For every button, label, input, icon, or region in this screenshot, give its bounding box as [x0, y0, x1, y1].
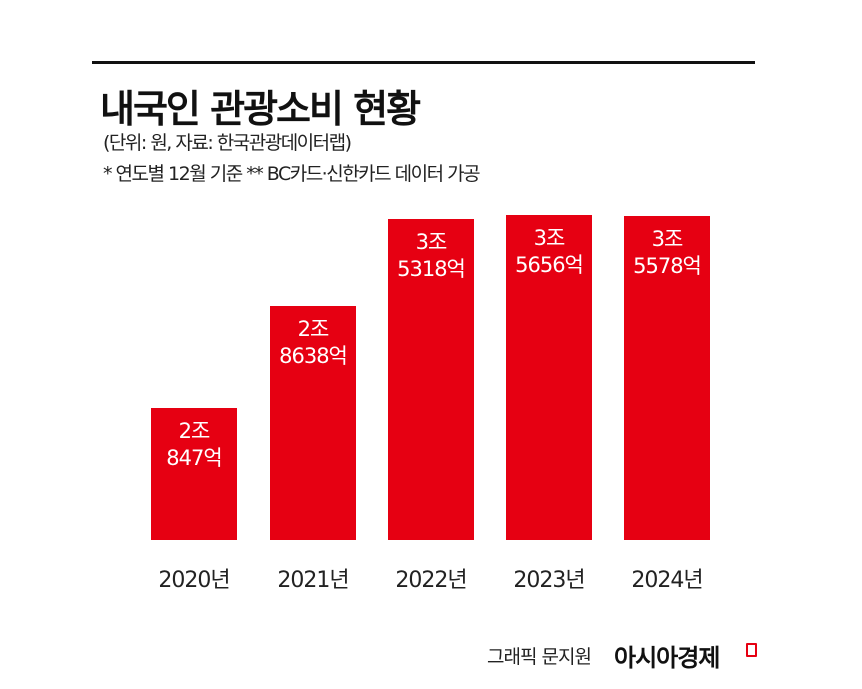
- data-label-jo: 3조: [533, 226, 566, 250]
- bar-2022년: 3조 5318억: [388, 219, 474, 540]
- x-tick-label: 2023년: [513, 568, 585, 593]
- bar-2024년: 3조 5578억: [624, 216, 710, 540]
- x-tick-label: 2020년: [158, 568, 230, 593]
- data-label: 3조 5656억: [506, 225, 592, 279]
- data-label: 3조 5578억: [624, 226, 710, 280]
- unit-source: (단위: 원, 자료: 한국관광데이터랩): [103, 132, 352, 154]
- data-label-jo: 2조: [297, 317, 330, 341]
- chart-title: 내국인 관광소비 현황: [100, 87, 421, 131]
- data-label-jo: 3조: [415, 230, 448, 254]
- notes: * 연도별 12월 기준 ** BC카드·신한카드 데이터 가공: [103, 163, 481, 185]
- data-label-eok: 847억: [166, 446, 222, 470]
- x-tick-label: 2024년: [631, 568, 703, 593]
- data-label: 2조 847억: [151, 418, 237, 472]
- top-rule: [92, 61, 755, 64]
- data-label-eok: 5318억: [397, 257, 466, 281]
- data-label-eok: 8638억: [279, 344, 348, 368]
- data-label-eok: 5656억: [515, 253, 584, 277]
- data-label: 3조 5318억: [388, 229, 474, 283]
- data-label-eok: 5578억: [633, 254, 702, 278]
- bar-2023년: 3조 5656억: [506, 215, 592, 540]
- x-tick-label: 2022년: [395, 568, 467, 593]
- data-label: 2조 8638억: [270, 316, 356, 370]
- bar-2021년: 2조 8638억: [270, 306, 356, 540]
- bar-2020년: 2조 847억: [151, 408, 237, 540]
- x-tick-label: 2021년: [277, 568, 349, 593]
- publisher-logo: 아시아경제: [614, 644, 720, 672]
- data-label-jo: 3조: [651, 227, 684, 251]
- data-label-jo: 2조: [178, 419, 211, 443]
- logo-mark-icon: [746, 643, 757, 657]
- graphic-credit: 그래픽 문지원: [487, 646, 592, 668]
